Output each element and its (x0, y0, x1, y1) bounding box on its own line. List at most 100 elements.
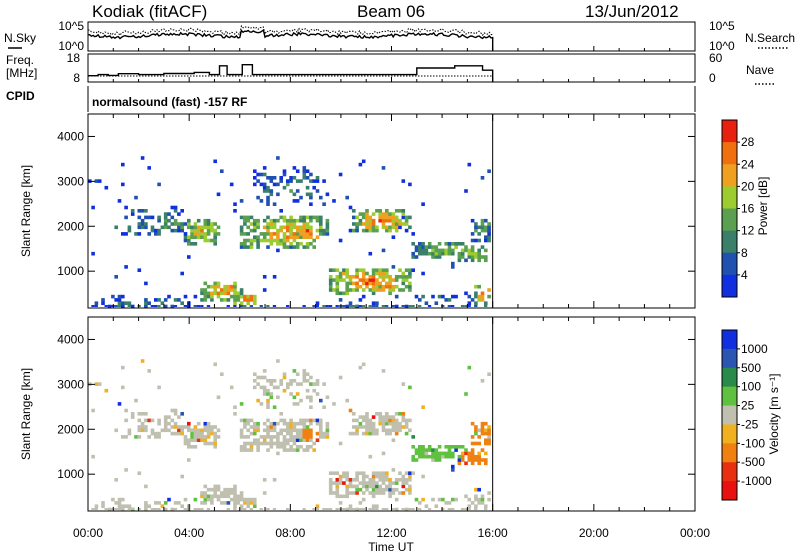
power-cell (302, 245, 307, 249)
velocity-cell (302, 425, 307, 429)
power-cell (243, 245, 247, 249)
power-cell (223, 291, 227, 296)
velocity-cell (124, 435, 128, 439)
velocity-colorbar-tick-label: 25 (741, 399, 755, 413)
power-cell (401, 281, 406, 286)
velocity-cell (470, 454, 475, 459)
power-cell (394, 278, 399, 282)
power-cell (173, 209, 178, 213)
power-cell (467, 248, 472, 253)
power-cell (371, 218, 376, 223)
velocity-cell (315, 431, 320, 436)
velocity-cell (289, 392, 293, 396)
power-cell (470, 248, 475, 253)
power-cell (335, 288, 340, 292)
power-cell (424, 248, 429, 253)
power-cell (262, 166, 267, 170)
velocity-cell (444, 445, 448, 449)
velocity-cell (325, 421, 330, 426)
velocity-cell (269, 428, 274, 433)
velocity-cell (375, 487, 379, 492)
velocity-cell (154, 501, 158, 505)
velocity-cell (352, 484, 356, 489)
velocity-cell (477, 458, 481, 462)
power-cell (381, 225, 386, 230)
velocity-cell (477, 428, 481, 433)
velocity-cell (338, 494, 343, 499)
power-cell (272, 232, 277, 236)
velocity-cell (167, 421, 171, 426)
power-cell (381, 275, 386, 279)
velocity-cell (127, 504, 132, 508)
power-cell (187, 235, 191, 239)
velocity-cell (398, 428, 402, 433)
power-cell (177, 212, 181, 216)
freq-tick-top: 18 (67, 51, 81, 65)
velocity-cell (437, 458, 442, 462)
power-cell (193, 228, 198, 233)
power-cell (371, 284, 376, 289)
velocity-cell (187, 428, 191, 433)
velocity-cell (295, 402, 300, 406)
power-cell (124, 265, 128, 269)
power-cell (434, 255, 439, 259)
velocity-cell (319, 398, 323, 403)
velocity-cell (94, 504, 99, 508)
power-cell (147, 232, 151, 236)
power-cell (203, 232, 208, 236)
velocity-cell (302, 438, 307, 442)
velocity-cell (295, 431, 300, 436)
power-cell (477, 294, 481, 299)
velocity-cell (381, 369, 386, 373)
velocity-cell (365, 484, 369, 489)
cpid-label: CPID (6, 89, 35, 103)
velocity-cell (474, 454, 478, 459)
power-cell (193, 222, 198, 226)
velocity-cell (163, 501, 168, 505)
velocity-cell (266, 428, 270, 433)
velocity-cell (144, 508, 148, 510)
power-cell (253, 298, 257, 302)
velocity-cell (127, 508, 131, 510)
velocity-cell (358, 501, 363, 505)
power-cell (289, 232, 293, 236)
power-cell (246, 294, 250, 299)
power-cell (200, 235, 204, 239)
velocity-cell (239, 418, 244, 423)
power-cell (239, 199, 244, 203)
velocity-cell (437, 451, 442, 456)
power-cell (286, 238, 290, 243)
power-cell (253, 225, 257, 230)
power-cell (289, 179, 293, 183)
velocity-cell (262, 392, 267, 396)
velocity-cell (401, 474, 406, 479)
velocity-cell (381, 428, 386, 433)
power-cell (269, 189, 274, 193)
velocity-colorbar-swatch (722, 481, 737, 501)
power-cell (249, 238, 254, 243)
velocity-cell (335, 478, 340, 482)
power-cell (289, 228, 293, 233)
power-cell (361, 294, 366, 299)
power-cell (447, 251, 452, 256)
velocity-cell (411, 508, 415, 510)
velocity-cell (223, 501, 227, 505)
velocity-cell (295, 445, 300, 449)
power-cell (302, 235, 307, 239)
power-cell (299, 242, 303, 246)
power-cell (414, 294, 419, 299)
power-cell (229, 182, 234, 187)
power-cell (177, 228, 181, 233)
velocity-colorbar-tick-label: -100 (741, 436, 765, 450)
velocity-cell (335, 471, 340, 475)
velocity-cell (474, 504, 478, 508)
velocity-colorbar-label: Velocity [m s⁻¹] (767, 373, 781, 454)
power-cell (355, 225, 359, 230)
power-ytick-label: 2000 (57, 219, 84, 233)
power-cell (309, 235, 313, 239)
velocity-cell (385, 421, 389, 426)
velocity-cell (408, 385, 412, 390)
velocity-cell (408, 487, 412, 492)
power-cell (315, 176, 320, 180)
